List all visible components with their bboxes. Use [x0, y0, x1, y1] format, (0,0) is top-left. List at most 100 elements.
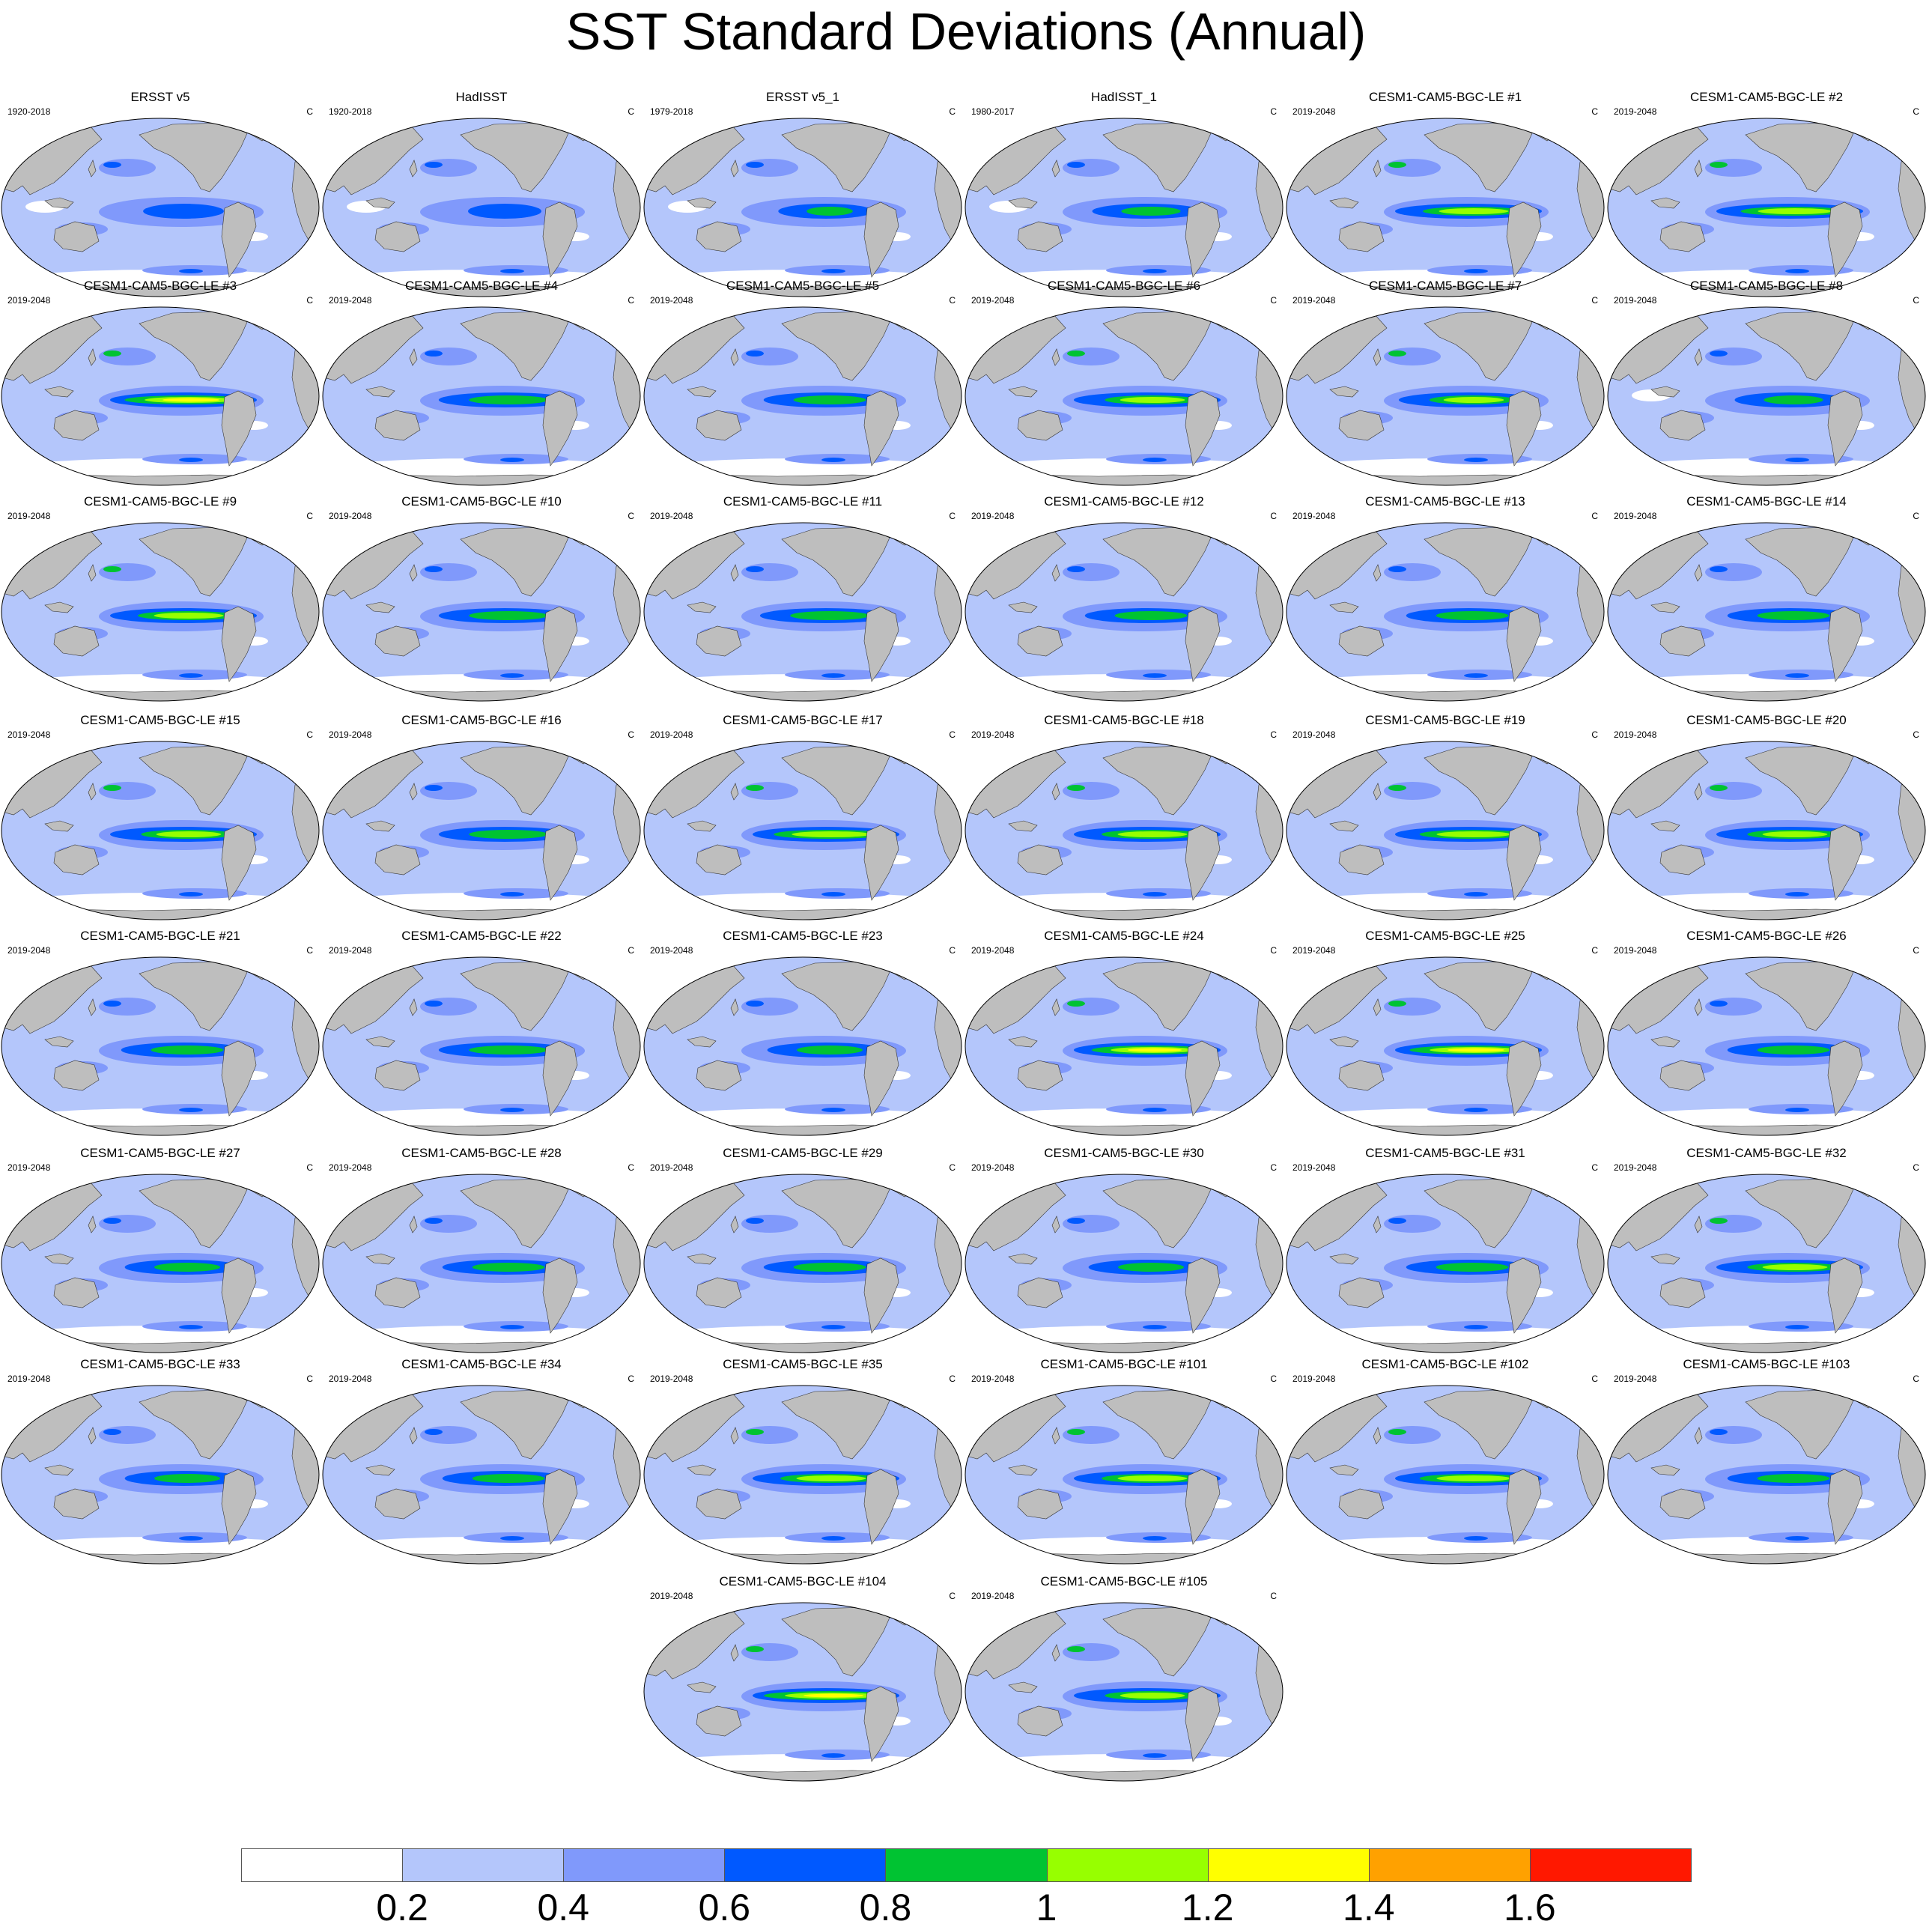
panel-units: C — [1913, 106, 1919, 117]
map-panel: CESM1-CAM5-BGC-LE #4 2019-2048 C — [321, 279, 642, 492]
panel-period: 2019-2048 — [1614, 511, 1657, 521]
world-map — [1, 306, 320, 486]
panel-period: 2019-2048 — [971, 511, 1015, 521]
world-map — [643, 956, 962, 1136]
panel-period: 2019-2048 — [971, 1591, 1015, 1601]
panel-units: C — [949, 729, 956, 740]
panel-title: CESM1-CAM5-BGC-LE #102 — [1361, 1357, 1529, 1371]
figure-title: SST Standard Deviations (Annual) — [565, 2, 1367, 61]
colorbar-tick-label: 0.2 — [376, 1887, 428, 1929]
colorbar-segment — [402, 1848, 565, 1882]
panel-units: C — [1270, 1162, 1277, 1173]
panel-title: CESM1-CAM5-BGC-LE #20 — [1686, 713, 1847, 727]
map-panel: CESM1-CAM5-BGC-LE #3 2019-2048 C — [0, 279, 321, 492]
panel-period: 2019-2048 — [650, 1591, 693, 1601]
map-panel: CESM1-CAM5-BGC-LE #33 2019-2048 C — [0, 1357, 321, 1571]
panel-units: C — [1913, 729, 1919, 740]
map-panel: CESM1-CAM5-BGC-LE #102 2019-2048 C — [1285, 1357, 1606, 1571]
panel-units: C — [628, 511, 634, 521]
panel-period: 1979-2018 — [650, 106, 693, 117]
world-map — [965, 1602, 1284, 1782]
map-panel: CESM1-CAM5-BGC-LE #10 2019-2048 C — [321, 494, 642, 708]
world-map — [643, 118, 962, 297]
map-panel: CESM1-CAM5-BGC-LE #19 2019-2048 C — [1285, 713, 1606, 926]
colorbar-segment — [563, 1848, 726, 1882]
panel-units: C — [628, 106, 634, 117]
panel-title: CESM1-CAM5-BGC-LE #14 — [1686, 494, 1847, 509]
panel-units: C — [628, 945, 634, 956]
panel-title: CESM1-CAM5-BGC-LE #21 — [80, 929, 240, 943]
world-map — [643, 1385, 962, 1565]
panel-period: 2019-2048 — [7, 511, 51, 521]
map-panel: CESM1-CAM5-BGC-LE #7 2019-2048 C — [1285, 279, 1606, 492]
map-panel: CESM1-CAM5-BGC-LE #2 2019-2048 C — [1606, 90, 1927, 303]
panel-period: 2019-2048 — [650, 1162, 693, 1173]
panel-title: CESM1-CAM5-BGC-LE #31 — [1365, 1146, 1525, 1160]
map-panel: CESM1-CAM5-BGC-LE #12 2019-2048 C — [964, 494, 1284, 708]
panel-period: 2019-2048 — [1292, 729, 1336, 740]
world-map — [965, 956, 1284, 1136]
world-map — [643, 306, 962, 486]
world-map — [322, 118, 641, 297]
panel-period: 2019-2048 — [1614, 295, 1657, 306]
panel-units: C — [1591, 295, 1598, 306]
world-map — [1286, 118, 1605, 297]
panel-units: C — [306, 295, 313, 306]
map-panel: CESM1-CAM5-BGC-LE #11 2019-2048 C — [643, 494, 963, 708]
panel-period: 2019-2048 — [7, 945, 51, 956]
map-panel: CESM1-CAM5-BGC-LE #20 2019-2048 C — [1606, 713, 1927, 926]
colorbar-tick-label: 1.6 — [1504, 1887, 1556, 1929]
panel-title: CESM1-CAM5-BGC-LE #12 — [1044, 494, 1204, 509]
panel-units: C — [306, 945, 313, 956]
panel-title: CESM1-CAM5-BGC-LE #22 — [401, 929, 562, 943]
panel-title: ERSST v5 — [130, 90, 190, 104]
panel-period: 2019-2048 — [329, 295, 372, 306]
panel-period: 2019-2048 — [1292, 106, 1336, 117]
panel-title: CESM1-CAM5-BGC-LE #103 — [1683, 1357, 1850, 1371]
panel-title: CESM1-CAM5-BGC-LE #6 — [1047, 279, 1201, 293]
world-map — [643, 1174, 962, 1353]
map-panel-grid: ERSST v5 1920-2018 C HadISST 1920-2018 C ERSST… — [0, 90, 1927, 1782]
world-map — [965, 118, 1284, 297]
panel-title: CESM1-CAM5-BGC-LE #101 — [1040, 1357, 1208, 1371]
world-map — [1607, 118, 1926, 297]
colorbar-labels: 0.2 0.4 0.6 0.8 1 1.2 1.4 1.6 — [241, 1889, 1691, 1926]
world-map — [322, 741, 641, 920]
map-panel: CESM1-CAM5-BGC-LE #15 2019-2048 C — [0, 713, 321, 926]
map-panel: CESM1-CAM5-BGC-LE #8 2019-2048 C — [1606, 279, 1927, 492]
panel-title: ERSST v5_1 — [766, 90, 839, 104]
panel-period: 2019-2048 — [650, 1374, 693, 1384]
map-panel: CESM1-CAM5-BGC-LE #25 2019-2048 C — [1285, 929, 1606, 1142]
panel-units: C — [306, 106, 313, 117]
panel-units: C — [628, 295, 634, 306]
world-map — [965, 1385, 1284, 1565]
panel-title: CESM1-CAM5-BGC-LE #24 — [1044, 929, 1204, 943]
colorbar-segment — [1207, 1848, 1370, 1882]
map-panel: CESM1-CAM5-BGC-LE #34 2019-2048 C — [321, 1357, 642, 1571]
panel-units: C — [949, 511, 956, 521]
world-map — [1, 1385, 320, 1565]
panel-period: 2019-2048 — [971, 1162, 1015, 1173]
panel-title: CESM1-CAM5-BGC-LE #3 — [83, 279, 237, 293]
panel-title: CESM1-CAM5-BGC-LE #17 — [723, 713, 883, 727]
map-panel: CESM1-CAM5-BGC-LE #17 2019-2048 C — [643, 713, 963, 926]
world-map — [1607, 522, 1926, 702]
panel-period: 2019-2048 — [7, 295, 51, 306]
panel-period: 2019-2048 — [7, 1162, 51, 1173]
panel-title: CESM1-CAM5-BGC-LE #9 — [83, 494, 237, 509]
map-panel: HadISST_1 1980-2017 C — [964, 90, 1284, 303]
map-panel: ERSST v5_1 1979-2018 C — [643, 90, 963, 303]
panel-units: C — [1270, 1591, 1277, 1601]
colorbar — [241, 1848, 1692, 1882]
panel-period: 2019-2048 — [329, 729, 372, 740]
colorbar-tick-label: 1.4 — [1343, 1887, 1395, 1929]
panel-title: CESM1-CAM5-BGC-LE #25 — [1365, 929, 1525, 943]
panel-units: C — [1913, 511, 1919, 521]
map-panel: CESM1-CAM5-BGC-LE #21 2019-2048 C — [0, 929, 321, 1142]
panel-title: HadISST — [455, 90, 508, 104]
panel-title: CESM1-CAM5-BGC-LE #19 — [1365, 713, 1525, 727]
panel-period: 2019-2048 — [971, 1374, 1015, 1384]
panel-units: C — [1270, 295, 1277, 306]
world-map — [1286, 741, 1605, 920]
panel-period: 2019-2048 — [971, 295, 1015, 306]
